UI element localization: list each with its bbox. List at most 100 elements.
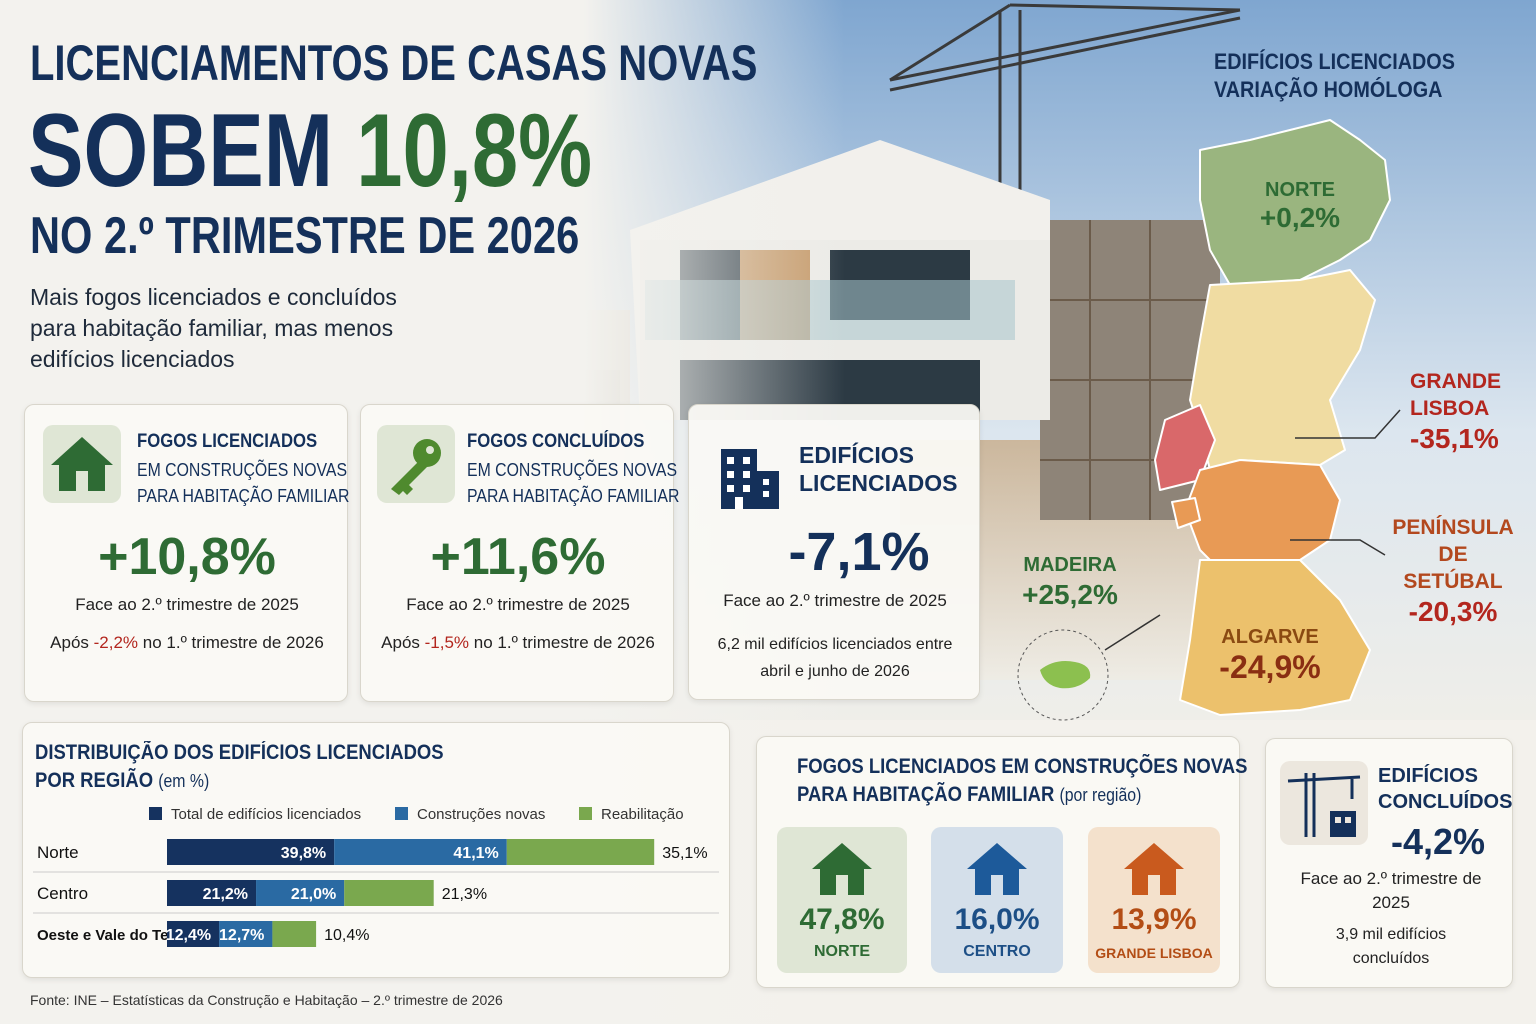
region-centro [1189, 269, 1376, 471]
bar-label: 35,1% [662, 845, 707, 862]
bar-label: 39,8% [281, 845, 326, 862]
region-value: -35,1% [1410, 423, 1499, 454]
leader-line [1290, 539, 1386, 556]
bar-segment [334, 839, 507, 865]
building-icon [721, 449, 779, 509]
bar-segment [219, 921, 273, 947]
fogos-title: FOGOS LICENCIADOS EM CONSTRUÇÕES NOVAS PA… [797, 753, 1247, 809]
card-detail: 6,2 mil edifícios licenciados entre abri… [717, 636, 953, 680]
map-title: EDIFÍCIOS LICENCIADOS VARIAÇÃO HOMÓLOGA [1214, 48, 1455, 104]
concluidos-note: Face ao 2.º trimestre de 2025 [1300, 869, 1482, 912]
portugal-map [1017, 119, 1401, 721]
region-setubal [1171, 497, 1201, 529]
region-name: GRANDE LISBOA [1410, 370, 1502, 420]
map-label: PENÍNSULA DE SETÚBAL -20,3% [1388, 514, 1518, 629]
card-value: +11,6% [430, 528, 606, 586]
bar-label: 21,2% [203, 886, 248, 903]
legend-swatch [149, 807, 162, 820]
card-note: Face ao 2.º trimestre de 2025 [75, 595, 299, 614]
legend-swatch [579, 807, 592, 820]
map-label: MADEIRA +25,2% [1000, 550, 1140, 610]
headline-value: 10,8% [356, 93, 593, 209]
title-line: PARA HABITAÇÃO FAMILIAR [797, 783, 1055, 806]
house-icon [1124, 843, 1184, 895]
bar-label: 12,7% [219, 927, 264, 944]
concluidos-box: EDIFÍCIOS CONCLUÍDOS -4,2% Face ao 2.º t… [1265, 738, 1513, 988]
madeira-circle [1017, 629, 1109, 721]
bar-label: 12,4% [166, 927, 211, 944]
card-line: EM CONSTRUÇÕES NOVAS [467, 460, 678, 480]
card-title: EDIFÍCIOS LICENCIADOS [799, 442, 958, 496]
card-value: -7,1% [788, 522, 930, 582]
house-icon [967, 843, 1027, 895]
category-label: Oeste e Vale do Tejo [37, 927, 182, 944]
house-icon [43, 425, 121, 503]
region-name: MADEIRA [1023, 554, 1117, 576]
region-value: +25,2% [1022, 579, 1118, 610]
after-suffix: no 1.º trimestre de 2026 [473, 633, 655, 652]
key-icon [377, 425, 455, 503]
card-line: EM CONSTRUÇÕES NOVAS [137, 460, 348, 480]
card-title: FOGOS LICENCIADOS [137, 431, 318, 452]
legend-label: Reabilitação [601, 806, 684, 823]
card-line: PARA HABITAÇÃO FAMILIAR [137, 486, 350, 506]
bar-segment [256, 880, 345, 906]
tile: 16,0% CENTRO [931, 827, 1063, 973]
fogos-regiao-box: FOGOS LICENCIADOS EM CONSTRUÇÕES NOVAS PA… [756, 736, 1247, 988]
bar-segment [167, 880, 257, 906]
legend-label: Construções novas [417, 806, 545, 823]
house-icon [812, 843, 872, 895]
concluidos-detail: 3,9 mil edifícios concluídos [1335, 926, 1447, 967]
unit: (por região) [1059, 785, 1142, 805]
bar-segment [344, 880, 434, 906]
after-suffix: no 1.º trimestre de 2026 [142, 633, 324, 652]
bar-label: 41,1% [453, 845, 498, 862]
card-edificios-licenciados: EDIFÍCIOS LICENCIADOS -7,1% Face ao 2.º … [688, 404, 980, 700]
card-fogos-concluidos: FOGOS CONCLUÍDOS EM CONSTRUÇÕES NOVAS PAR… [360, 404, 679, 702]
tile: 47,8% NORTE [777, 827, 907, 973]
legend-swatch [395, 807, 408, 820]
bar-segment [272, 921, 317, 947]
map-label: NORTE +0,2% [1230, 176, 1370, 232]
headline-3: NO 2.º TRIMESTRE DE 2026 [30, 207, 580, 265]
map-label: GRANDE LISBOA -35,1% [1410, 368, 1510, 456]
after-value: -1,5% [424, 633, 470, 652]
tile-value: 16,0% [954, 903, 1040, 936]
headline-2: SOBEM 10,8% [28, 92, 592, 211]
region-name: ALGARVE [1221, 626, 1319, 648]
map-label: ALGARVE -24,9% [1200, 622, 1340, 683]
card-line: PARA HABITAÇÃO FAMILIAR [467, 486, 680, 506]
map-title-line: VARIAÇÃO HOMÓLOGA [1214, 77, 1443, 102]
bar-segment [167, 921, 220, 947]
concluidos-value: -4,2% [1390, 821, 1486, 862]
card-note: Face ao 2.º trimestre de 2025 [723, 591, 947, 610]
madeira-island [1040, 661, 1091, 689]
tile: 13,9% GRANDE LISBOA [1088, 827, 1220, 973]
leader-line [1295, 409, 1401, 439]
card-note: Face ao 2.º trimestre de 2025 [406, 595, 630, 614]
distribution-box: DISTRIBUIÇÃO DOS EDIFÍCIOS LICENCIADOS PO… [22, 722, 730, 978]
legend-label: Total de edifícios licenciados [171, 806, 361, 823]
tile-name: CENTRO [963, 943, 1031, 960]
unit: (em %) [158, 771, 210, 791]
card-value: +10,8% [98, 528, 276, 586]
tile-name: NORTE [814, 943, 870, 960]
region-algarve [1179, 559, 1371, 716]
after-value: -2,2% [93, 633, 139, 652]
region-name: PENÍNSULA DE SETÚBAL [1392, 516, 1514, 593]
region-name: NORTE [1265, 179, 1335, 201]
tile-value: 47,8% [799, 903, 885, 936]
leader-line [1104, 614, 1161, 651]
tile-name: GRANDE LISBOA [1095, 945, 1213, 961]
bar-label: 21,0% [291, 886, 336, 903]
headline-1: LICENCIAMENTOS DE CASAS NOVAS [30, 35, 758, 91]
bar-label: 10,4% [324, 927, 369, 944]
category-label: Centro [37, 884, 88, 903]
title-line: FOGOS LICENCIADOS EM CONSTRUÇÕES NOVAS [797, 755, 1248, 778]
title-line: POR REGIÃO [35, 769, 154, 792]
map-title-line: EDIFÍCIOS LICENCIADOS [1214, 49, 1455, 74]
subtitle: Mais fogos licenciados e concluídos para… [30, 284, 397, 372]
after-prefix: Após [50, 633, 89, 652]
distribution-title: DISTRIBUIÇÃO DOS EDIFÍCIOS LICENCIADOS PO… [35, 739, 444, 795]
region-value: +0,2% [1259, 202, 1341, 233]
